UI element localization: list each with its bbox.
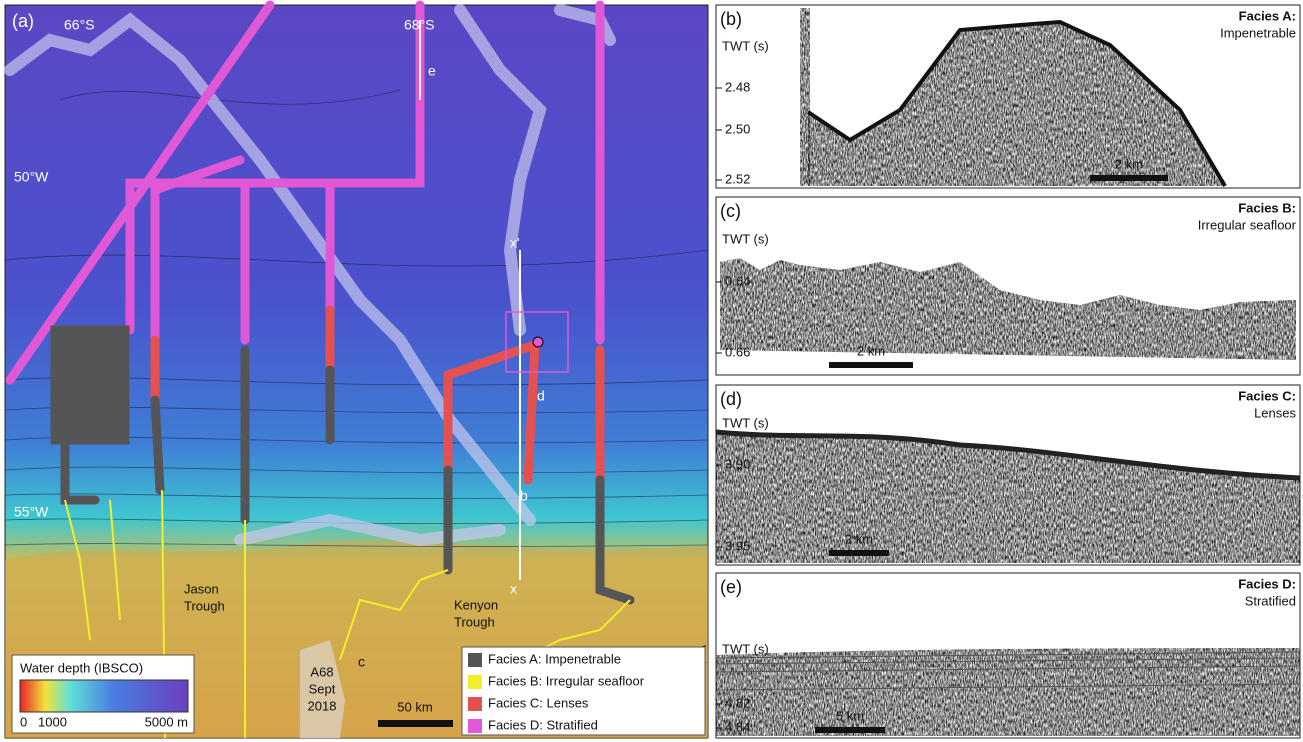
- colorbar-label: 1000: [38, 714, 67, 729]
- profile-label: x': [510, 235, 520, 251]
- colorbar: [20, 680, 188, 712]
- axis-label: TWT (s): [722, 38, 769, 53]
- tick-label: 3.90: [725, 456, 750, 471]
- lon-label: 50°W: [14, 169, 49, 185]
- lat-label: 66°S: [64, 17, 95, 33]
- legend-swatch: [468, 675, 482, 689]
- facies-subtitle: Stratified: [1245, 593, 1296, 608]
- scale-label: 2 km: [845, 531, 873, 546]
- tick-label: 0.66: [725, 344, 750, 359]
- place-label: Kenyon: [454, 597, 498, 612]
- legend-label: Facies B: Irregular seafloor: [488, 673, 645, 688]
- panel-label: (b): [720, 9, 742, 29]
- facies-subtitle: Impenetrable: [1220, 25, 1296, 40]
- profile-label: b: [520, 488, 528, 504]
- scale-label: 50 km: [397, 699, 432, 714]
- profile-label: d: [537, 388, 545, 404]
- facies-subtitle: Irregular seafloor: [1198, 217, 1297, 232]
- profile-label: c: [358, 654, 365, 670]
- axis-label: TWT (s): [722, 231, 769, 246]
- tick-label: 0.64: [725, 273, 750, 288]
- map-panel: (a) 66°S 68°S 50°W 55°W e x' d b x c Jas…: [5, 5, 708, 738]
- panel-label: (e): [720, 577, 742, 597]
- tick-label: 3.95: [725, 538, 750, 553]
- tick-label: 2.48: [725, 79, 750, 94]
- tick-label: 2.50: [725, 121, 750, 136]
- tick-label: 2.52: [725, 171, 750, 186]
- panel-d: [716, 385, 1300, 565]
- profile-label: e: [428, 63, 436, 79]
- legend-label: Facies A: Impenetrable: [488, 651, 621, 666]
- facies-title: Facies B:: [1238, 200, 1296, 215]
- scale-bar: [378, 720, 453, 727]
- place-label: 2018: [308, 698, 337, 713]
- axis-label: TWT (s): [722, 641, 769, 656]
- panel-label: (c): [720, 201, 741, 221]
- place-label: Trough: [454, 614, 495, 629]
- tick-label: 4.82: [725, 695, 750, 710]
- scale-bar: [815, 727, 885, 733]
- facies-title: Facies A:: [1239, 8, 1296, 23]
- lat-label: 68°S: [404, 17, 435, 33]
- place-label: A68: [310, 664, 333, 679]
- scale-bar: [829, 362, 913, 368]
- place-label: Trough: [184, 598, 225, 613]
- scale-bar: [1090, 175, 1168, 181]
- legend-swatch: [468, 653, 482, 667]
- panel-e: [716, 573, 1300, 738]
- panel-label: (a): [12, 11, 34, 31]
- colorbar-label: 5000 m: [145, 714, 188, 729]
- tick-label: 4.84: [725, 719, 750, 734]
- facies-title: Facies D:: [1238, 576, 1296, 591]
- axis-label: TWT (s): [722, 415, 769, 430]
- scale-label: 5 km: [836, 708, 864, 723]
- figure: (a) 66°S 68°S 50°W 55°W e x' d b x c Jas…: [0, 0, 1303, 742]
- legend-label: Facies D: Stratified: [488, 717, 598, 732]
- profile-label: x: [510, 581, 517, 597]
- panel-label: (d): [720, 389, 742, 409]
- panel-b: [716, 5, 1300, 188]
- place-label: Sept: [309, 681, 336, 696]
- depth-legend-title: Water depth (IBSCO): [20, 660, 143, 675]
- site-marker: [533, 337, 543, 347]
- lon-label: 55°W: [14, 504, 49, 520]
- colorbar-label: 0: [20, 714, 27, 729]
- legend-swatch: [468, 697, 482, 711]
- legend-label: Facies C: Lenses: [488, 695, 589, 710]
- facies-subtitle: Lenses: [1254, 405, 1296, 420]
- facies-title: Facies C:: [1238, 388, 1296, 403]
- scale-bar: [829, 550, 889, 556]
- legend-swatch: [468, 719, 482, 733]
- place-label: Jason: [184, 581, 219, 596]
- scale-label: 2 km: [857, 343, 885, 358]
- scale-label: 2 km: [1115, 156, 1143, 171]
